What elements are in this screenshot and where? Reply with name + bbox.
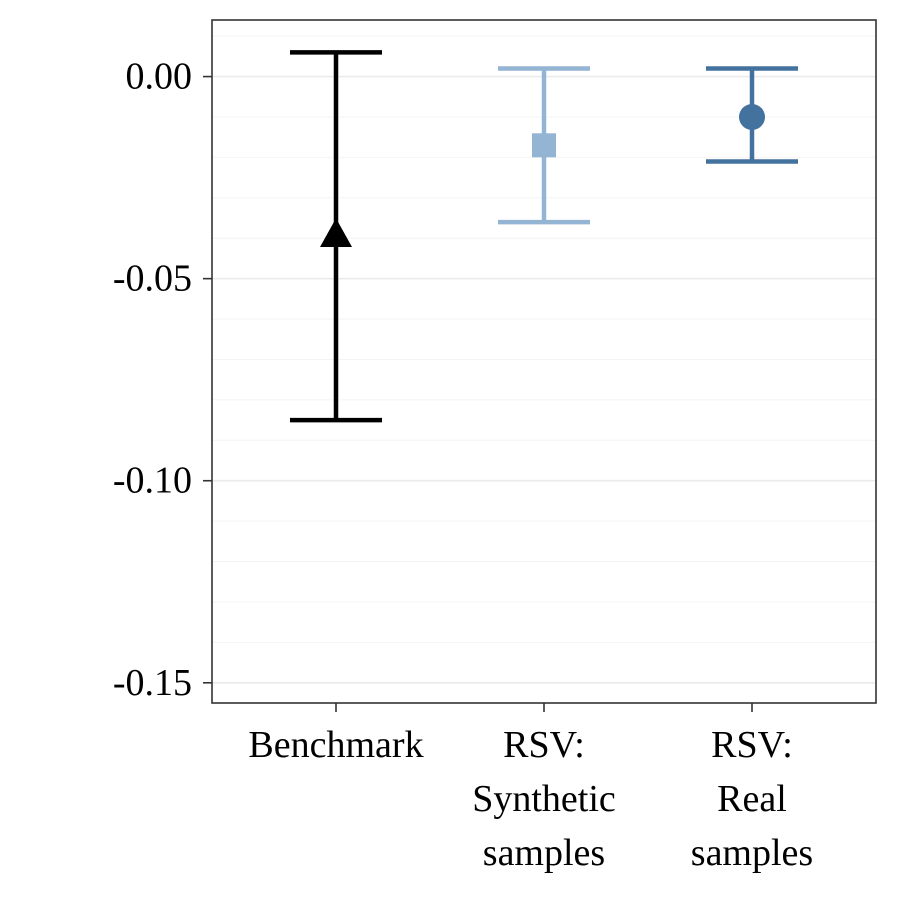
y-tick-label: 0.00 (126, 56, 193, 98)
y-tick-label: -0.10 (113, 460, 192, 502)
x-tick-label: RSV: Real samples (691, 724, 813, 874)
point-marker-triangle (320, 218, 352, 247)
error-bar-group (290, 50, 382, 423)
y-tick-label: -0.05 (113, 258, 192, 300)
error-bar-group (498, 66, 590, 225)
x-tick-label: RSV: Synthetic samples (472, 724, 616, 874)
point-marker-circle (739, 103, 765, 130)
x-tick-label: Benchmark (248, 724, 423, 766)
y-axis: 0.00 -0.05 -0.10 -0.15 (113, 56, 212, 704)
error-bar-group (706, 66, 798, 164)
point-marker-square (532, 133, 556, 158)
y-tick-label: -0.15 (113, 662, 192, 704)
error-bars (290, 50, 798, 423)
x-axis: Benchmark RSV: Synthetic samples RSV: Real sam… (248, 703, 813, 874)
